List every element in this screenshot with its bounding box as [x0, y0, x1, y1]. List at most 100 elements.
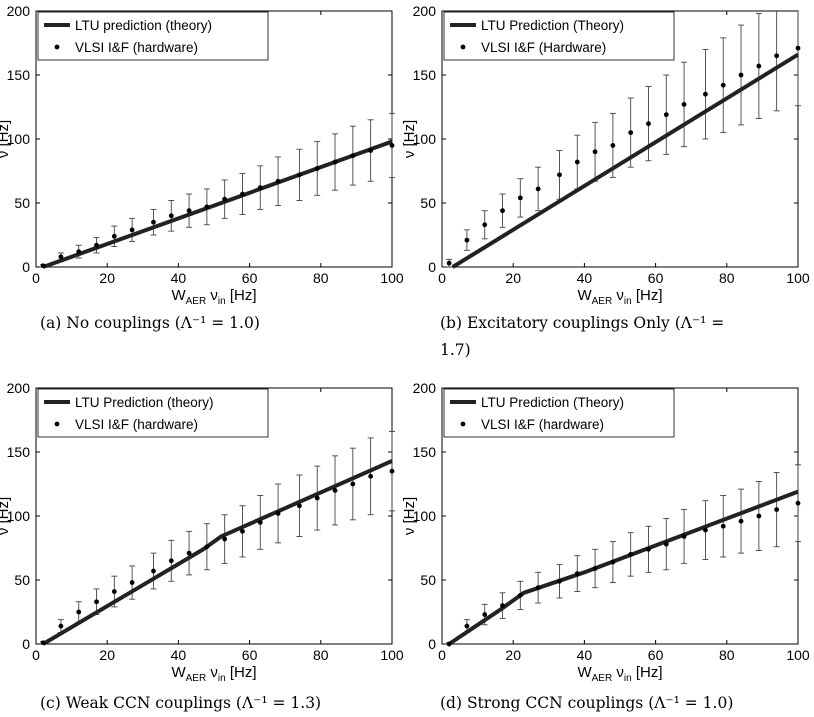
- x-tick-label: 80: [719, 270, 735, 286]
- hardware-point: [76, 249, 82, 255]
- hardware-point: [592, 149, 598, 155]
- y-axis-label: ν [Hz]: [401, 497, 418, 535]
- hardware-point: [482, 222, 488, 228]
- hardware-point: [111, 233, 117, 239]
- hardware-point: [240, 191, 245, 197]
- legend-box: [443, 11, 675, 61]
- hardware-point: [168, 558, 174, 564]
- y-tick-label: 100: [413, 508, 437, 524]
- hardware-point: [646, 121, 651, 127]
- legend-label-theory: LTU Prediction (Theory): [481, 18, 624, 33]
- hardware-point: [151, 568, 156, 574]
- hardware-point: [663, 541, 669, 547]
- hardware-point: [168, 213, 174, 219]
- hardware-point: [703, 527, 708, 533]
- x-tick-label: 60: [648, 647, 664, 663]
- x-axis-label-xlabel_sub2: in: [624, 296, 632, 307]
- hardware-point: [186, 550, 192, 556]
- hardware-point: [257, 185, 263, 191]
- legend-dot-swatch: [460, 44, 466, 50]
- x-axis-label-xlabel_end: [Hz]: [632, 287, 663, 304]
- panel-caption-line2: 1.7): [440, 341, 471, 359]
- theory-line: [42, 139, 393, 269]
- hardware-point: [446, 260, 452, 266]
- x-tick-label: 80: [719, 647, 735, 663]
- hardware-point: [446, 641, 452, 647]
- hardware-point: [297, 172, 302, 178]
- x-axis-label-xlabel_end: [Hz]: [226, 287, 257, 304]
- y-tick-label: 50: [420, 572, 436, 588]
- x-tick-label: 20: [505, 270, 521, 286]
- x-axis-label: WAER νin [Hz]: [171, 287, 256, 307]
- hardware-point: [756, 513, 762, 519]
- hardware-point: [720, 523, 726, 529]
- hardware-point: [464, 623, 470, 629]
- legend-box: [37, 11, 269, 61]
- x-tick-label: 40: [171, 270, 187, 286]
- hardware-point: [535, 186, 541, 192]
- error-bar: [795, 11, 801, 107]
- hardware-point: [275, 178, 281, 184]
- theory-line: [448, 489, 799, 646]
- hardware-point: [535, 585, 541, 591]
- x-tick-label: 80: [313, 270, 329, 286]
- hardware-point: [129, 227, 135, 233]
- x-tick-label: 100: [786, 647, 810, 663]
- hardware-point: [774, 53, 780, 59]
- hardware-point: [332, 488, 338, 493]
- y-tick-label: 200: [413, 3, 437, 19]
- x-tick-label: 60: [242, 270, 258, 286]
- x-axis-label-xlabel_mid: ν: [612, 287, 624, 304]
- hardware-point: [663, 112, 669, 118]
- y-tick-label: 50: [420, 195, 436, 211]
- x-tick-label: 80: [313, 647, 329, 663]
- hardware-point: [389, 468, 395, 474]
- x-tick-label: 20: [99, 647, 115, 663]
- hardware-point: [389, 143, 395, 148]
- hardware-point: [681, 534, 687, 539]
- legend-label-theory: LTU Prediction (theory): [75, 395, 214, 410]
- y-axis-label: ν [Hz]: [401, 120, 418, 158]
- x-axis-label-xlabel_sub1: AER: [186, 673, 207, 684]
- y-tick-label: 50: [14, 195, 30, 211]
- error-bar: [773, 11, 780, 112]
- hardware-point: [94, 599, 99, 605]
- legend-label-theory: LTU Prediction (Theory): [481, 395, 624, 410]
- y-tick-label: 150: [7, 67, 31, 83]
- legend-box: [443, 388, 675, 438]
- x-tick-label: 0: [32, 270, 40, 286]
- hardware-point: [795, 500, 801, 506]
- x-axis-label-xlabel_mid: ν: [612, 664, 624, 681]
- x-axis-label-xlabel_main: W: [171, 664, 186, 681]
- legend-label-hardware: VLSI I&F (hardware): [75, 40, 198, 55]
- x-tick-label: 20: [99, 270, 115, 286]
- hardware-point: [720, 82, 726, 88]
- hardware-point: [58, 254, 64, 260]
- x-axis-label-xlabel_end: [Hz]: [632, 664, 663, 681]
- x-axis-label-xlabel_main: W: [577, 664, 592, 681]
- hardware-point: [40, 263, 46, 269]
- x-tick-label: 40: [577, 270, 593, 286]
- y-tick-label: 150: [7, 444, 31, 460]
- hardware-point: [500, 603, 505, 608]
- x-tick-label: 20: [505, 647, 521, 663]
- legend-label-hardware: VLSI I&F (hardware): [75, 417, 198, 432]
- x-axis-label-xlabel_sub2: in: [218, 673, 226, 684]
- hardware-point: [222, 536, 228, 542]
- hardware-point: [350, 153, 356, 159]
- x-tick-label: 60: [242, 647, 258, 663]
- hardware-point: [314, 166, 320, 171]
- y-tick-label: 200: [7, 380, 31, 396]
- hardware-point: [756, 63, 762, 69]
- x-axis-label-xlabel_sub2: in: [624, 673, 632, 684]
- hardware-point: [774, 507, 780, 512]
- y-tick-label: 0: [428, 636, 436, 652]
- hardware-point: [368, 473, 374, 479]
- y-tick-label: 200: [7, 3, 31, 19]
- x-tick-label: 0: [32, 647, 40, 663]
- hardware-point: [574, 159, 580, 165]
- y-axis-label: ν [Hz]: [0, 120, 12, 158]
- x-axis-label: WAER νin [Hz]: [577, 664, 662, 684]
